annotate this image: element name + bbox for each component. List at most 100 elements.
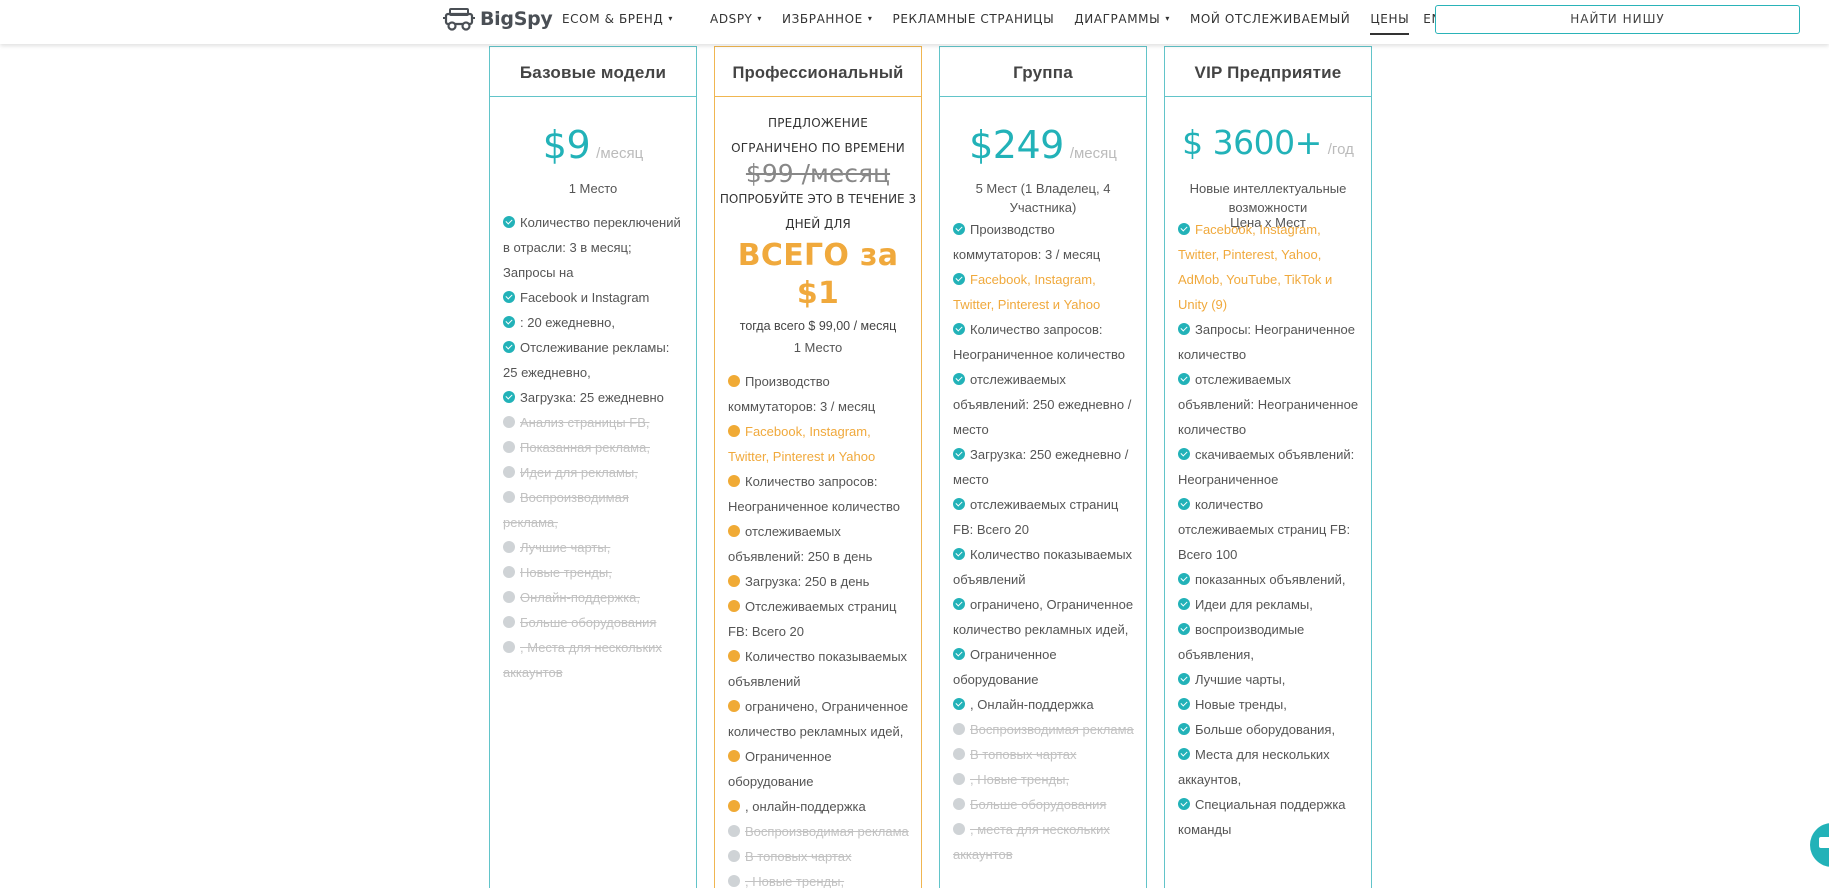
feature-item: Воспроизводимая реклама [728, 819, 909, 844]
plan-price: $ 3600+ /год [1165, 123, 1371, 165]
find-niche-button[interactable]: НАЙТИ НИШУ [1435, 5, 1800, 34]
feature-item: Больше оборудования, [1178, 717, 1359, 742]
feature-text: Лучшие чарты, [1195, 672, 1286, 687]
price-amount: $9 [542, 123, 591, 167]
logo-text: BigSpy [480, 8, 553, 30]
nav-adspy[interactable]: ADSPY ▾ [710, 0, 762, 38]
jeep-logo-icon [443, 8, 475, 31]
feature-item: Загрузка: 25 ежедневно [503, 385, 684, 410]
disabled-dot-icon [728, 850, 740, 862]
feature-item: Новые тренды, [1178, 692, 1359, 717]
feature-item: Ограниченное оборудование [728, 744, 909, 794]
disabled-dot-icon [503, 566, 515, 578]
chevron-down-icon: ▾ [1165, 14, 1170, 23]
feature-item: Facebook и Instagram [503, 285, 684, 310]
check-circle-icon [953, 373, 965, 385]
chevron-down-icon: ▾ [867, 14, 873, 23]
feature-item: Ограниченное оборудование [953, 642, 1134, 692]
feature-text: Идеи для рекламы, [1195, 597, 1313, 612]
feature-item: Facebook, Instagram, Twitter, Pinterest … [953, 267, 1134, 317]
disabled-dot-icon [503, 491, 515, 503]
feature-list: Facebook, Instagram, Twitter, Pinterest,… [1165, 217, 1371, 842]
check-circle-icon [728, 575, 740, 587]
feature-item: ограничено, Ограниченное количество рекл… [953, 592, 1134, 642]
nav-ad-pages[interactable]: РЕКЛАМНЫЕ СТРАНИЦЫ [892, 0, 1054, 38]
nav-pricing[interactable]: ЦЕНЫ [1370, 0, 1410, 38]
plan-title: VIP Предприятие [1165, 47, 1371, 97]
check-circle-icon [953, 448, 965, 460]
feature-text: Онлайн-поддержка, [520, 590, 641, 605]
feature-text: Загрузка: 250 ежедневно / место [953, 447, 1129, 487]
chat-widget-button[interactable] [1810, 823, 1829, 867]
feature-item: количество отслеживаемых страниц FB: Все… [1178, 492, 1359, 567]
feature-item: Показанная реклама, [503, 435, 684, 460]
feature-item: Количество показываемых объявлений [728, 644, 909, 694]
disabled-dot-icon [503, 641, 515, 653]
feature-text: скачиваемых объявлений: Неограниченное [1178, 447, 1355, 487]
check-circle-icon [1178, 748, 1190, 760]
feature-text: Идеи для рекламы, [520, 465, 638, 480]
feature-item: отслеживаемых объявлений: 250 ежедневно … [953, 367, 1134, 442]
plan-title: Профессиональный [715, 47, 921, 97]
feature-item: отслеживаемых объявлений: Неограниченное… [1178, 367, 1359, 442]
offer-limited-text: ПРЕДЛОЖЕНИЕ ОГРАНИЧЕНО ПО ВРЕМЕНИ [731, 116, 905, 155]
main-nav: ECOM & БРЕНД ▾ ADSPY ▾ ИЗБРАННОЕ ▾ РЕКЛАМНЫ… [562, 0, 1451, 38]
nav-my-tracking[interactable]: МОЙ ОТСЛЕЖИВАЕМЫЙ [1190, 0, 1350, 38]
feature-text: Больше оборудования [970, 797, 1107, 812]
check-circle-icon [728, 750, 740, 762]
old-price: $99 /месяц [745, 159, 891, 188]
feature-item: Загрузка: 250 ежедневно / место [953, 442, 1134, 492]
feature-text: Количество запросов: Неограниченное коли… [953, 322, 1125, 362]
nav-ecom-brand[interactable]: ECOM & БРЕНД ▾ [562, 0, 673, 38]
feature-item: отслеживаемых объявлений: 250 в день [728, 519, 909, 569]
disabled-dot-icon [953, 823, 965, 835]
feature-text: Производство коммутаторов: 3 / месяц [728, 374, 876, 414]
feature-text: Загрузка: 250 в день [745, 574, 870, 589]
check-circle-icon [1178, 598, 1190, 610]
check-circle-icon [728, 600, 740, 612]
feature-text: Загрузка: 25 ежедневно [520, 390, 664, 405]
check-circle-icon [953, 548, 965, 560]
feature-item: Больше оборудования [503, 610, 684, 635]
feature-text: показанных объявлений, [1195, 572, 1346, 587]
check-circle-icon [953, 273, 965, 285]
feature-text: В топовых чартах [970, 747, 1077, 762]
feature-text: , Новые тренды, [745, 874, 845, 888]
feature-item: скачиваемых объявлений: Неограниченное [1178, 442, 1359, 492]
bigspy-logo[interactable]: BigSpy [442, 4, 553, 34]
feature-item: , места для нескольких аккаунтов [953, 817, 1134, 867]
feature-text: Воспроизводимая реклама [970, 722, 1134, 737]
plan-seats: 5 Мест (1 Владелец, 4 Участника) [975, 181, 1111, 215]
nav-label: ADSPY [710, 12, 753, 26]
feature-item: Производство коммутаторов: 3 / месяц [953, 217, 1134, 267]
check-circle-icon [1178, 623, 1190, 635]
check-circle-icon [1178, 723, 1190, 735]
feature-text: воспроизводимые объявления, [1178, 622, 1305, 662]
nav-label: ИЗБРАННОЕ [782, 12, 863, 26]
check-circle-icon [1178, 673, 1190, 685]
feature-item: показанных объявлений, [1178, 567, 1359, 592]
check-circle-icon [953, 598, 965, 610]
nav-favorites[interactable]: ИЗБРАННОЕ ▾ [782, 0, 872, 38]
feature-text: Facebook, Instagram, Twitter, Pinterest … [728, 424, 876, 464]
check-circle-icon [503, 391, 515, 403]
feature-item: Производство коммутаторов: 3 / месяц [728, 369, 909, 419]
feature-item: Воспроизводимая реклама [953, 717, 1134, 742]
feature-item: Отслеживаемых страниц FB: Всего 20 [728, 594, 909, 644]
check-circle-icon [1178, 698, 1190, 710]
feature-text: , Новые тренды, [970, 772, 1070, 787]
plan-price: $249/месяц [940, 123, 1146, 167]
check-circle-icon [728, 375, 740, 387]
nav-charts[interactable]: ДИАГРАММЫ ▾ [1074, 0, 1170, 38]
price-amount: $ 3600+ [1182, 123, 1322, 162]
feature-text: Анализ страницы FB, [520, 415, 650, 430]
feature-text: Ограниченное оборудование [728, 749, 832, 789]
feature-item: Новые тренды, [503, 560, 684, 585]
price-period: /год [1327, 141, 1354, 158]
check-circle-icon [953, 498, 965, 510]
feature-item: Загрузка: 250 в день [728, 569, 909, 594]
plan-seats: 1 Место [568, 181, 618, 196]
check-circle-icon [728, 475, 740, 487]
check-circle-icon [953, 698, 965, 710]
disabled-dot-icon [503, 416, 515, 428]
